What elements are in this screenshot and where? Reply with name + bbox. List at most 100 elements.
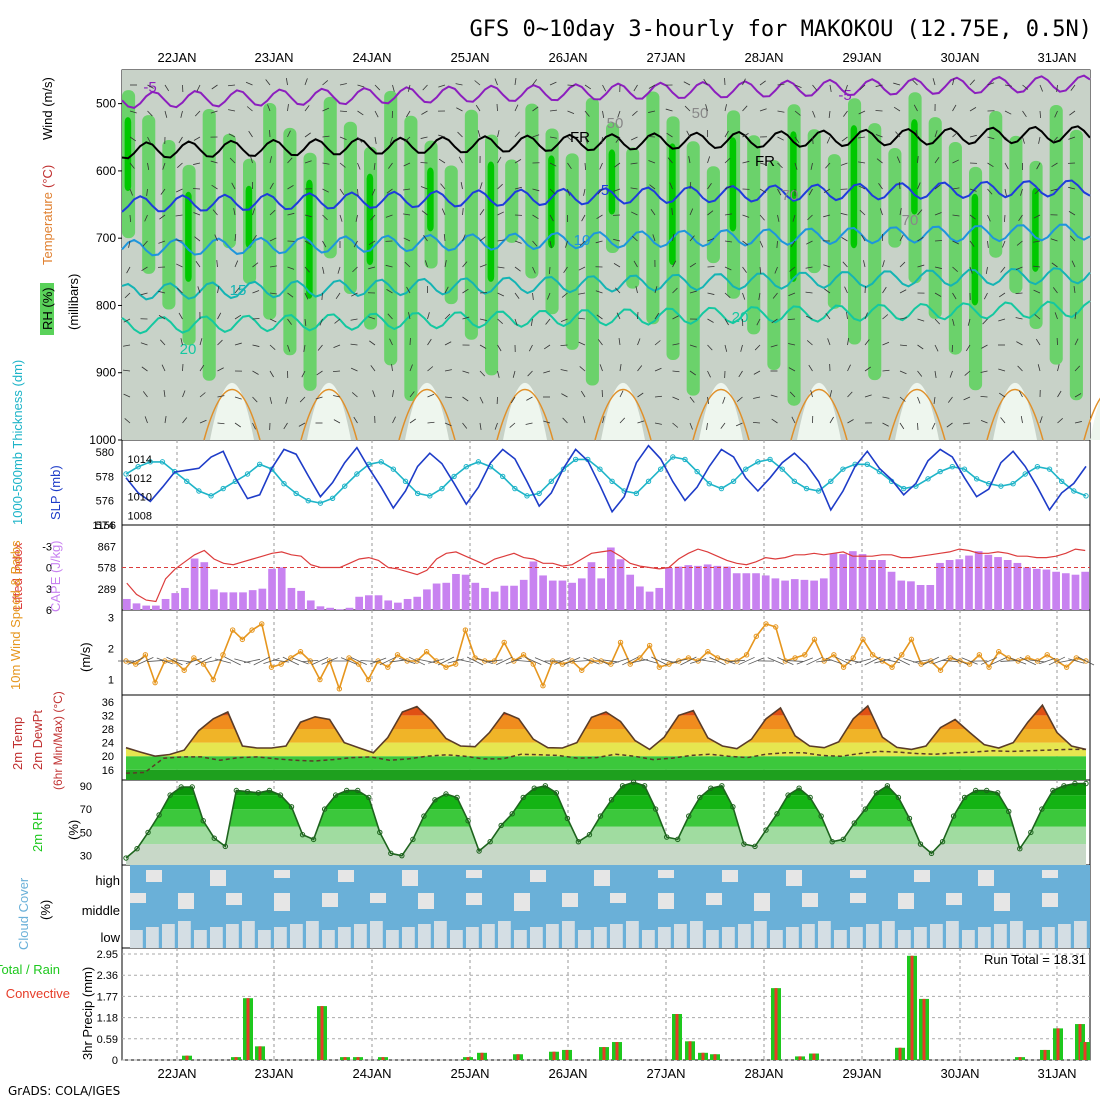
wind-speed-series-point [666,661,672,667]
wind-barb [771,418,778,424]
wind-barb [1033,289,1041,294]
wind-barb [806,340,813,346]
wind-barb [316,370,323,376]
wind-barb [129,214,132,223]
wind-barb [683,81,691,86]
thickness-series-point [208,493,214,499]
wind-barb [391,364,393,372]
wind-barb [304,132,311,138]
wind-barb [724,213,732,216]
wind-barb [357,110,364,116]
wind-speed-series-point [772,624,779,630]
wind-speed-series-point [996,649,1002,655]
wind-barb [158,315,166,320]
rh-series-point [663,834,670,840]
wind-barb [654,340,661,346]
wind-barb [129,188,133,196]
wind-speed-series-point [705,649,711,655]
wind-barb [252,344,260,347]
cape-bar [974,551,983,610]
wind-barb [269,182,274,190]
wind-barb [403,237,411,242]
wind-barb-surface [428,658,445,664]
wind-barb [810,390,813,398]
wind-barb [233,208,236,216]
cape-bar [1081,571,1089,610]
wind-barb [265,79,271,86]
wind-barb [1018,390,1023,398]
wind-barb [403,188,411,191]
wind-barb [248,130,253,138]
wind-barb [669,182,673,190]
wind-barb [1020,188,1023,196]
wind-barb [368,316,376,320]
isotherm-line [121,125,1091,160]
pressure-tick: 700 [96,231,116,245]
rh-series-point [421,813,427,819]
wind-barb [882,396,890,399]
cloud-low-gap [578,930,591,948]
precip-conv-bar [701,1052,705,1060]
wind-barb [144,214,148,222]
wind-barb [706,422,708,430]
wind-barb [1068,211,1076,216]
rh-series-point [1072,780,1078,787]
wind-barb [549,109,557,112]
rh-band-dark [608,149,616,215]
wind-barb [917,264,925,268]
rh-band [585,97,599,386]
cloud-mid-gap [562,893,578,907]
wind-barb [1034,188,1041,195]
wind-barb [333,395,341,398]
wind-barb [385,214,393,218]
thickness-series-point [1022,471,1028,477]
wind-barb [1004,84,1012,87]
wind-speed-series-point [918,661,924,667]
cape-bar [800,579,809,610]
wind-barb [322,162,330,165]
wind-speed-series-point [908,636,915,643]
rh-legend-box [40,283,54,335]
wind-barb [479,182,483,190]
wind-barb [337,266,341,274]
cloud-low-gap [722,927,735,948]
wind-barb [1068,136,1076,140]
wind-barb-surface [437,656,455,666]
rh-band-dark [911,119,918,215]
thickness-series-point [767,456,773,463]
wind-barb [267,104,271,112]
wind-barb [227,84,236,87]
cloud-low-gap [1010,921,1023,948]
wind-barb [932,78,936,86]
cape-bar [345,607,354,610]
date-label-top: 26JAN [548,50,587,65]
wind-barb [462,396,469,402]
wind-barb [582,416,586,424]
cape-bar [123,598,131,610]
cape-bar [297,590,305,610]
rh-band [928,117,942,319]
wind-barb [599,162,603,170]
wind-barb [444,260,447,268]
wind-barb [440,183,446,190]
wind-barb [595,240,603,244]
wind-barb [917,318,925,322]
wind-barb [547,292,551,300]
wind-barb [823,214,831,218]
cape-bar [878,560,886,610]
wind-barb [987,136,995,140]
rh-series-point [873,790,880,796]
rh-series-point [1050,787,1056,794]
warm-contour [203,389,261,441]
thickness-series-point [293,490,299,497]
wind-barb [462,207,464,216]
date-label-bottom: 29JAN [842,1066,881,1081]
wind-barb [357,136,363,143]
precip-panel: 2.95 2.36 1.77 1.18 0.59 0 Run Total = 18.31 To… [0,949,1090,1067]
wind-barb [858,110,866,115]
wind-barb [858,136,866,139]
rh-series-point [917,841,924,847]
wind-barb-surface [699,659,716,663]
date-label-bottom: 26JAN [548,1066,587,1081]
